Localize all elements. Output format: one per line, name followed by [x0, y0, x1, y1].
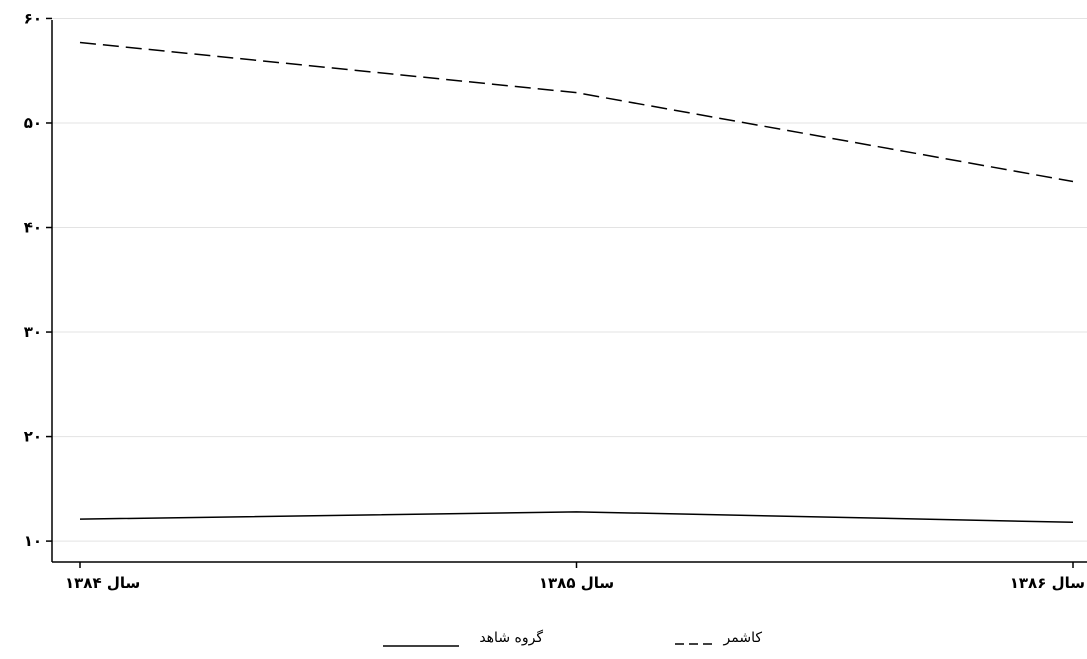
y-tick-label: ۶۰: [24, 9, 42, 27]
x-tick-label: سال ۱۳۸۵: [539, 574, 614, 592]
series-lines: [79, 41, 1074, 524]
y-tick-label: ۴۰: [24, 219, 42, 237]
y-tick-label: ۲۰: [24, 428, 42, 446]
grid-lines: [52, 17, 1087, 542]
y-tick-label: ۵۰: [24, 114, 42, 132]
axes: [46, 17, 1087, 568]
series-line-dashed: [79, 41, 1074, 183]
legend-label-solid: گروه شاهد: [479, 629, 543, 646]
tick-labels: ۱۰ ۲۰ ۳۰ ۴۰ ۵۰ ۶۰ سال ۱۳۸۴ سال ۱۳۸۵ سال ۱۳۸۶: [24, 9, 1085, 592]
x-tick-label: سال ۱۳۸۶: [1010, 574, 1085, 592]
y-tick-label: ۳۰: [24, 323, 42, 341]
legend: کاشمر گروه شاهد: [383, 629, 763, 647]
x-tick-label: سال ۱۳۸۴: [65, 574, 140, 592]
legend-label-dashed: کاشمر: [723, 630, 763, 646]
series-line-solid: [79, 511, 1074, 524]
y-tick-label: ۱۰: [24, 532, 42, 550]
